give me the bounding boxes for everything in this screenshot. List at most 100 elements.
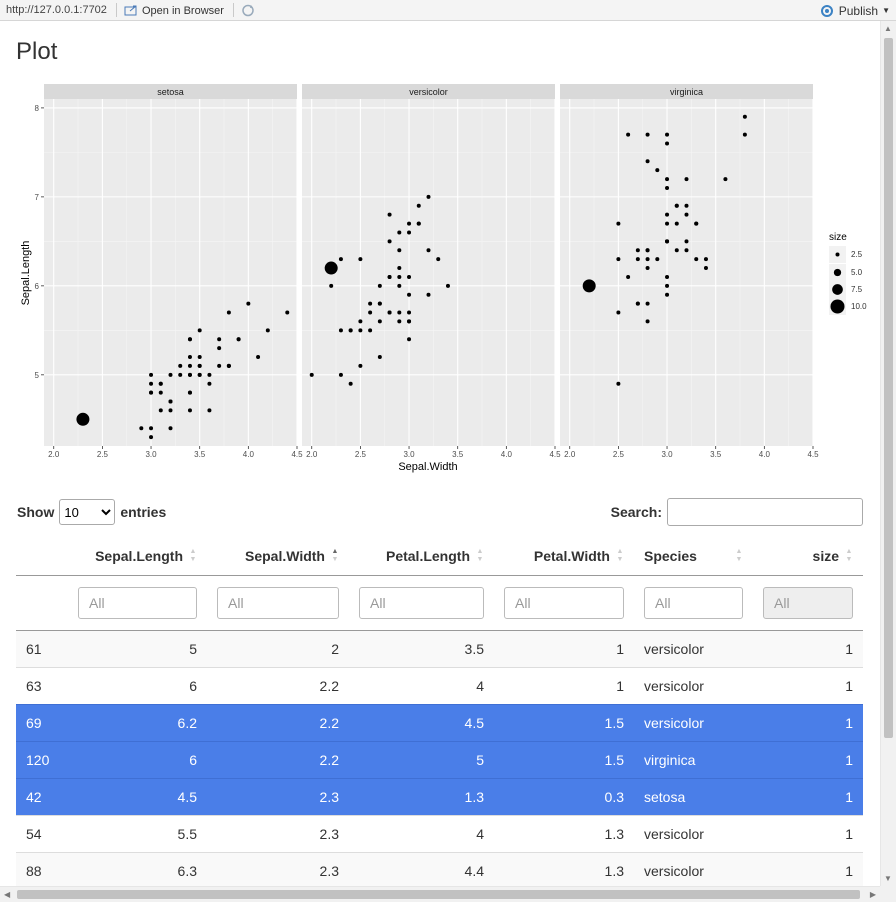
data-point	[665, 132, 670, 137]
sort-icon: ▲ ▼	[476, 548, 484, 563]
data-point	[139, 426, 144, 431]
y-tick-label: 6	[35, 282, 40, 291]
data-table: Sepal.Length ▲ ▼ Sepal.Width ▲ ▼ Petal.Lengt…	[16, 537, 863, 889]
table-row[interactable]: 54 5.5 2.3 4 1.3 versicolor 1	[16, 814, 863, 852]
data-point	[635, 248, 640, 253]
data-point	[285, 310, 290, 315]
x-tick-label: 3.0	[145, 450, 157, 459]
row-index-cell: 54	[16, 814, 68, 852]
scroll-left-icon[interactable]: ◀	[4, 890, 11, 899]
data-point	[407, 319, 412, 324]
data-point	[358, 257, 363, 262]
table-row[interactable]: 63 6 2.2 4 1 versicolor 1	[16, 666, 863, 704]
table-row[interactable]: 42 4.5 2.3 1.3 0.3 setosa 1	[16, 777, 863, 815]
data-point	[158, 408, 163, 413]
data-point	[348, 328, 353, 333]
column-header-sepal-length[interactable]: Sepal.Length ▲ ▼	[68, 537, 207, 576]
facet-panel	[560, 99, 813, 446]
data-point	[635, 301, 640, 306]
cell-petal-length: 4	[349, 666, 494, 704]
refresh-button[interactable]	[240, 3, 256, 18]
column-header-petal-width[interactable]: Petal.Width ▲ ▼	[494, 537, 634, 576]
table-row[interactable]: 61 5 2 3.5 1 versicolor 1	[16, 629, 863, 667]
x-tick-label: 2.5	[355, 450, 367, 459]
page-length-select[interactable]: 102550100	[59, 499, 116, 525]
data-point	[226, 363, 231, 368]
data-point	[368, 310, 373, 315]
filter-species[interactable]	[644, 586, 743, 619]
chevron-down-icon: ▼	[882, 6, 890, 15]
table-header-row: Sepal.Length ▲ ▼ Sepal.Width ▲ ▼ Petal.Lengt…	[16, 537, 863, 576]
filter-sepal-width[interactable]	[217, 586, 339, 619]
data-point	[616, 257, 621, 262]
data-point	[655, 168, 660, 173]
filter-size	[763, 586, 853, 619]
column-header-petal-length[interactable]: Petal.Length ▲ ▼	[349, 537, 494, 576]
cell-sepal-length: 6.3	[68, 851, 207, 889]
column-header-species[interactable]: Species ▲ ▼	[634, 537, 753, 576]
cell-petal-width: 0.3	[494, 777, 634, 815]
data-point	[684, 203, 689, 208]
scroll-thumb[interactable]	[884, 38, 893, 738]
data-point	[407, 230, 412, 235]
cell-petal-width: 1	[494, 629, 634, 667]
sort-icon: ▲ ▼	[845, 548, 853, 563]
row-index-cell: 88	[16, 851, 68, 889]
column-header-sepal-width[interactable]: Sepal.Width ▲ ▼	[207, 537, 349, 576]
filter-sepal-length[interactable]	[78, 586, 197, 619]
refresh-icon	[242, 4, 254, 17]
row-index-cell: 63	[16, 666, 68, 704]
data-point	[387, 274, 392, 279]
filter-petal-length[interactable]	[359, 586, 484, 619]
data-point	[197, 355, 202, 360]
scroll-down-icon[interactable]: ▼	[884, 874, 892, 883]
scroll-thumb[interactable]	[17, 890, 860, 899]
scroll-right-icon[interactable]: ▶	[869, 890, 876, 899]
publish-label: Publish	[838, 3, 879, 18]
data-point	[309, 372, 314, 377]
cell-petal-length: 5	[349, 740, 494, 778]
cell-sepal-width: 2.3	[207, 851, 349, 889]
publish-icon	[820, 4, 833, 17]
data-point	[665, 221, 670, 226]
cell-petal-width: 1.5	[494, 740, 634, 778]
vertical-scrollbar[interactable]: ▲ ▼	[880, 21, 896, 886]
x-tick-label: 2.5	[97, 450, 109, 459]
data-point	[742, 132, 747, 137]
data-point	[358, 363, 363, 368]
search-input[interactable]	[667, 498, 863, 526]
cell-sepal-length: 6	[68, 740, 207, 778]
x-tick-label: 3.5	[194, 450, 206, 459]
data-point	[665, 292, 670, 297]
y-axis-title: Sepal.Length	[20, 241, 32, 306]
data-point	[265, 328, 270, 333]
row-index-cell: 61	[16, 629, 68, 667]
x-tick-label: 2.0	[306, 450, 318, 459]
column-header-index[interactable]	[16, 537, 68, 576]
table-row[interactable]: 120 6 2.2 5 1.5 virginica 1	[16, 740, 863, 778]
publish-button[interactable]: Publish ▼	[819, 3, 890, 18]
horizontal-scrollbar[interactable]: ◀ ▶	[0, 886, 880, 902]
table-row[interactable]: 69 6.2 2.2 4.5 1.5 versicolor 1	[16, 703, 863, 741]
data-point	[742, 114, 747, 119]
filter-petal-width[interactable]	[504, 586, 624, 619]
row-index-cell: 120	[16, 740, 68, 778]
cell-petal-length: 4.5	[349, 703, 494, 741]
open-in-browser-button[interactable]: Open in Browser	[124, 3, 224, 18]
data-point	[703, 266, 708, 271]
table-row[interactable]: 88 6.3 2.3 4.4 1.3 versicolor 1	[16, 851, 863, 889]
cell-size: 1	[753, 703, 863, 741]
data-point	[645, 132, 650, 137]
cell-sepal-width: 2.3	[207, 814, 349, 852]
column-header-size[interactable]: size ▲ ▼	[753, 537, 863, 576]
data-point	[149, 381, 154, 386]
data-point	[665, 283, 670, 288]
cell-size: 1	[753, 629, 863, 667]
facet-strip	[302, 84, 555, 99]
legend-entry-label: 10.0	[851, 302, 867, 311]
data-point	[635, 257, 640, 262]
data-point	[655, 257, 660, 262]
x-tick-label: 4.0	[501, 450, 513, 459]
scroll-up-icon[interactable]: ▲	[884, 24, 892, 33]
column-header-label: Species	[644, 547, 697, 564]
